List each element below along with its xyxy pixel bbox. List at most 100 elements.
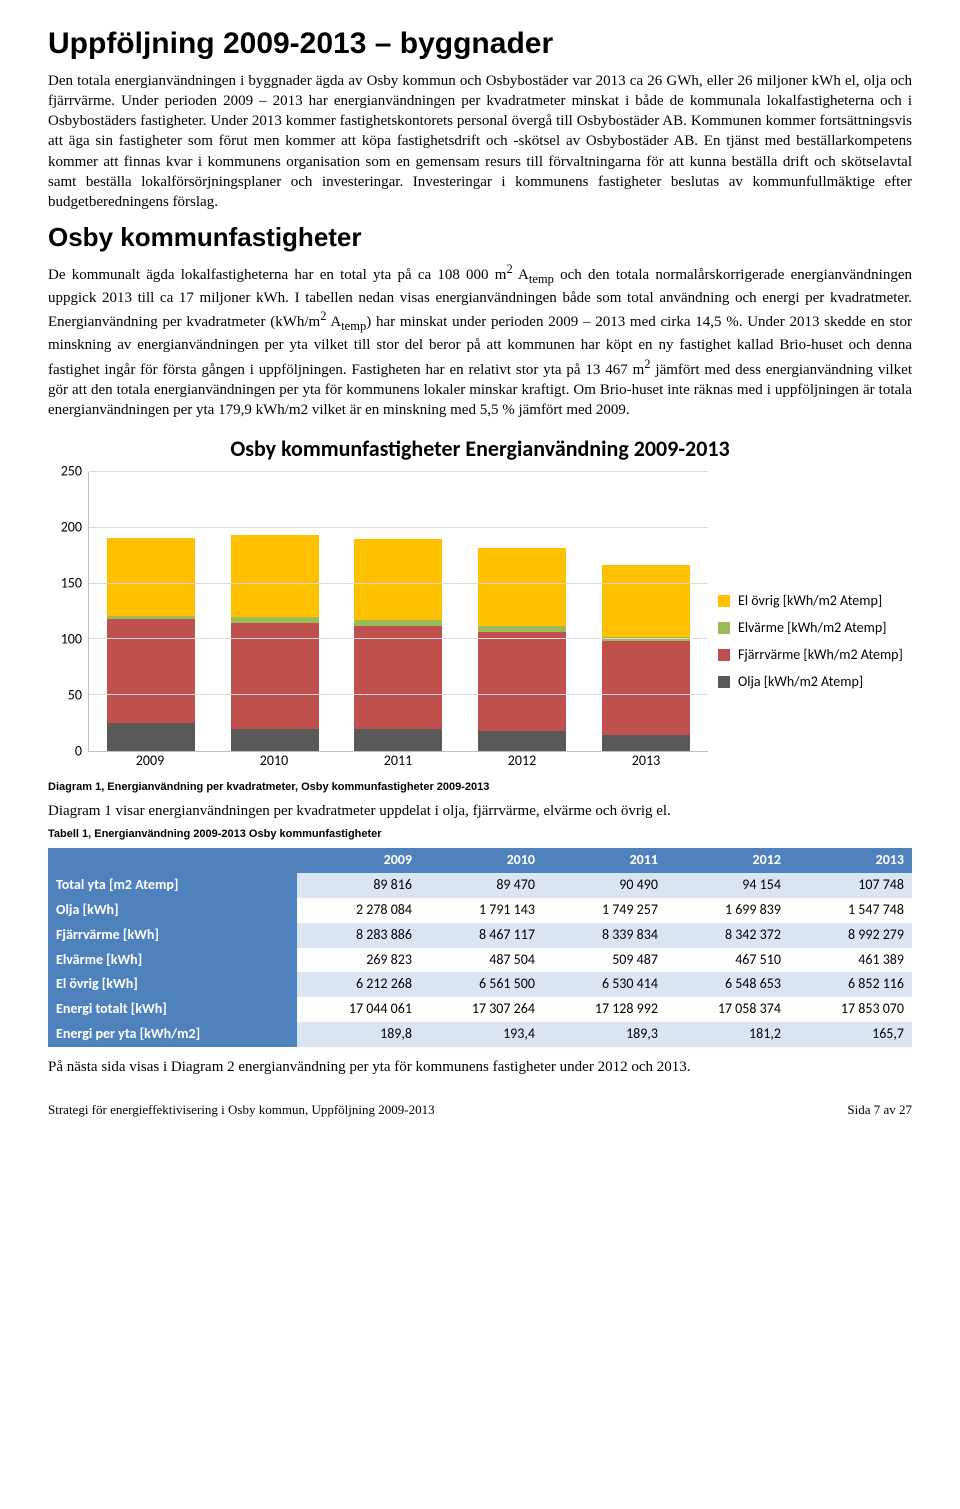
table-row: Energi totalt [kWh]17 044 06117 307 2641… (48, 997, 912, 1022)
bar-segment-olja (478, 731, 566, 751)
bar-segment-elovrig (354, 539, 442, 620)
table-cell: 181,2 (666, 1022, 789, 1047)
table-cell: 2 278 084 (297, 898, 420, 923)
legend-swatch (718, 595, 730, 607)
table-header-cell: 2013 (789, 848, 912, 873)
bar-segment-olja (602, 735, 690, 751)
bar-segment-olja (231, 729, 319, 751)
chart-y-axis: 050100150200250 (48, 472, 88, 752)
chart-title: Osby kommunfastigheter Energianvändning … (48, 434, 912, 464)
y-tick: 200 (61, 519, 82, 538)
legend-item: Olja [kWh/m2 Atemp] (718, 673, 912, 692)
table-cell: 17 128 992 (543, 997, 666, 1022)
y-tick: 50 (68, 687, 82, 706)
table-cell: Elvärme [kWh] (48, 948, 297, 973)
legend-item: Fjärrvärme [kWh/m2 Atemp] (718, 646, 912, 665)
table-header-cell: 2010 (420, 848, 543, 873)
gridline (89, 471, 708, 472)
diagram-description: Diagram 1 visar energianvändningen per k… (48, 801, 912, 821)
x-label: 2009 (106, 752, 194, 772)
table-cell: 17 044 061 (297, 997, 420, 1022)
y-tick: 150 (61, 575, 82, 594)
table-cell: Energi totalt [kWh] (48, 997, 297, 1022)
bar (602, 565, 690, 751)
table-cell: 461 389 (789, 948, 912, 973)
table-cell: 8 283 886 (297, 923, 420, 948)
legend-label: Olja [kWh/m2 Atemp] (738, 673, 863, 692)
table-cell: 509 487 (543, 948, 666, 973)
y-tick: 100 (61, 631, 82, 650)
table-cell: 189,8 (297, 1022, 420, 1047)
table-cell: 17 058 374 (666, 997, 789, 1022)
table-cell: 8 339 834 (543, 923, 666, 948)
chart-legend: El övrig [kWh/m2 Atemp]Elvärme [kWh/m2 A… (708, 472, 912, 700)
table-cell: Energi per yta [kWh/m2] (48, 1022, 297, 1047)
table-header-cell: 2009 (297, 848, 420, 873)
page-title: Uppföljning 2009-2013 – byggnader (48, 24, 912, 65)
bar (478, 548, 566, 751)
table-cell: 1 791 143 (420, 898, 543, 923)
table-cell: 6 530 414 (543, 972, 666, 997)
table-row: Elvärme [kWh]269 823487 504509 487467 51… (48, 948, 912, 973)
table-cell: 89 816 (297, 873, 420, 898)
legend-swatch (718, 622, 730, 634)
table-row: El övrig [kWh]6 212 2686 561 5006 530 41… (48, 972, 912, 997)
bar (231, 535, 319, 751)
table-cell: 89 470 (420, 873, 543, 898)
data-table: 20092010201120122013 Total yta [m2 Atemp… (48, 848, 912, 1047)
gridline (89, 583, 708, 584)
x-label: 2010 (230, 752, 318, 772)
table-cell: 17 307 264 (420, 997, 543, 1022)
gridline (89, 694, 708, 695)
table-cell: 94 154 (666, 873, 789, 898)
bar-segment-fjarr (354, 626, 442, 729)
bar-segment-olja (107, 723, 195, 751)
gridline (89, 527, 708, 528)
y-tick: 0 (75, 743, 82, 762)
table-cell: 189,3 (543, 1022, 666, 1047)
diagram-caption: Diagram 1, Energianvändning per kvadratm… (48, 780, 912, 795)
bar-segment-elovrig (602, 565, 690, 636)
table-caption: Tabell 1, Energianvändning 2009-2013 Osb… (48, 827, 912, 842)
bar-segment-elovrig (478, 548, 566, 626)
table-cell: 6 561 500 (420, 972, 543, 997)
x-label: 2011 (354, 752, 442, 772)
chart-container: 050100150200250 20092010201120122013 El … (48, 472, 912, 772)
x-label: 2013 (602, 752, 690, 772)
bar-segment-fjarr (478, 632, 566, 731)
table-cell: Fjärrvärme [kWh] (48, 923, 297, 948)
table-cell: 107 748 (789, 873, 912, 898)
table-cell: 90 490 (543, 873, 666, 898)
section-paragraph: De kommunalt ägda lokalfastigheterna har… (48, 261, 912, 420)
footer-left: Strategi för energieffektivisering i Osb… (48, 1101, 435, 1119)
table-header-cell: 2012 (666, 848, 789, 873)
table-cell: El övrig [kWh] (48, 972, 297, 997)
bar (354, 539, 442, 751)
table-cell: 193,4 (420, 1022, 543, 1047)
section-title: Osby kommunfastigheter (48, 220, 912, 255)
bar-segment-fjarr (107, 619, 195, 722)
table-cell: 165,7 (789, 1022, 912, 1047)
bar (107, 538, 195, 751)
bar-segment-olja (354, 729, 442, 751)
table-cell: 1 699 839 (666, 898, 789, 923)
footer-right: Sida 7 av 27 (847, 1101, 912, 1119)
legend-label: El övrig [kWh/m2 Atemp] (738, 592, 882, 611)
bar-segment-elovrig (107, 538, 195, 616)
table-cell: Total yta [m2 Atemp] (48, 873, 297, 898)
table-cell: 6 548 653 (666, 972, 789, 997)
legend-swatch (718, 649, 730, 661)
table-cell: Olja [kWh] (48, 898, 297, 923)
bar-segment-elovrig (231, 535, 319, 617)
table-row: Total yta [m2 Atemp]89 81689 47090 49094… (48, 873, 912, 898)
table-cell: 487 504 (420, 948, 543, 973)
table-cell: 8 992 279 (789, 923, 912, 948)
chart-plot (88, 472, 708, 752)
legend-label: Fjärrvärme [kWh/m2 Atemp] (738, 646, 903, 665)
table-cell: 6 852 116 (789, 972, 912, 997)
gridline (89, 638, 708, 639)
chart-plot-area: 050100150200250 20092010201120122013 (48, 472, 708, 772)
legend-swatch (718, 676, 730, 688)
table-body: Total yta [m2 Atemp]89 81689 47090 49094… (48, 873, 912, 1047)
bar-segment-fjarr (602, 641, 690, 735)
